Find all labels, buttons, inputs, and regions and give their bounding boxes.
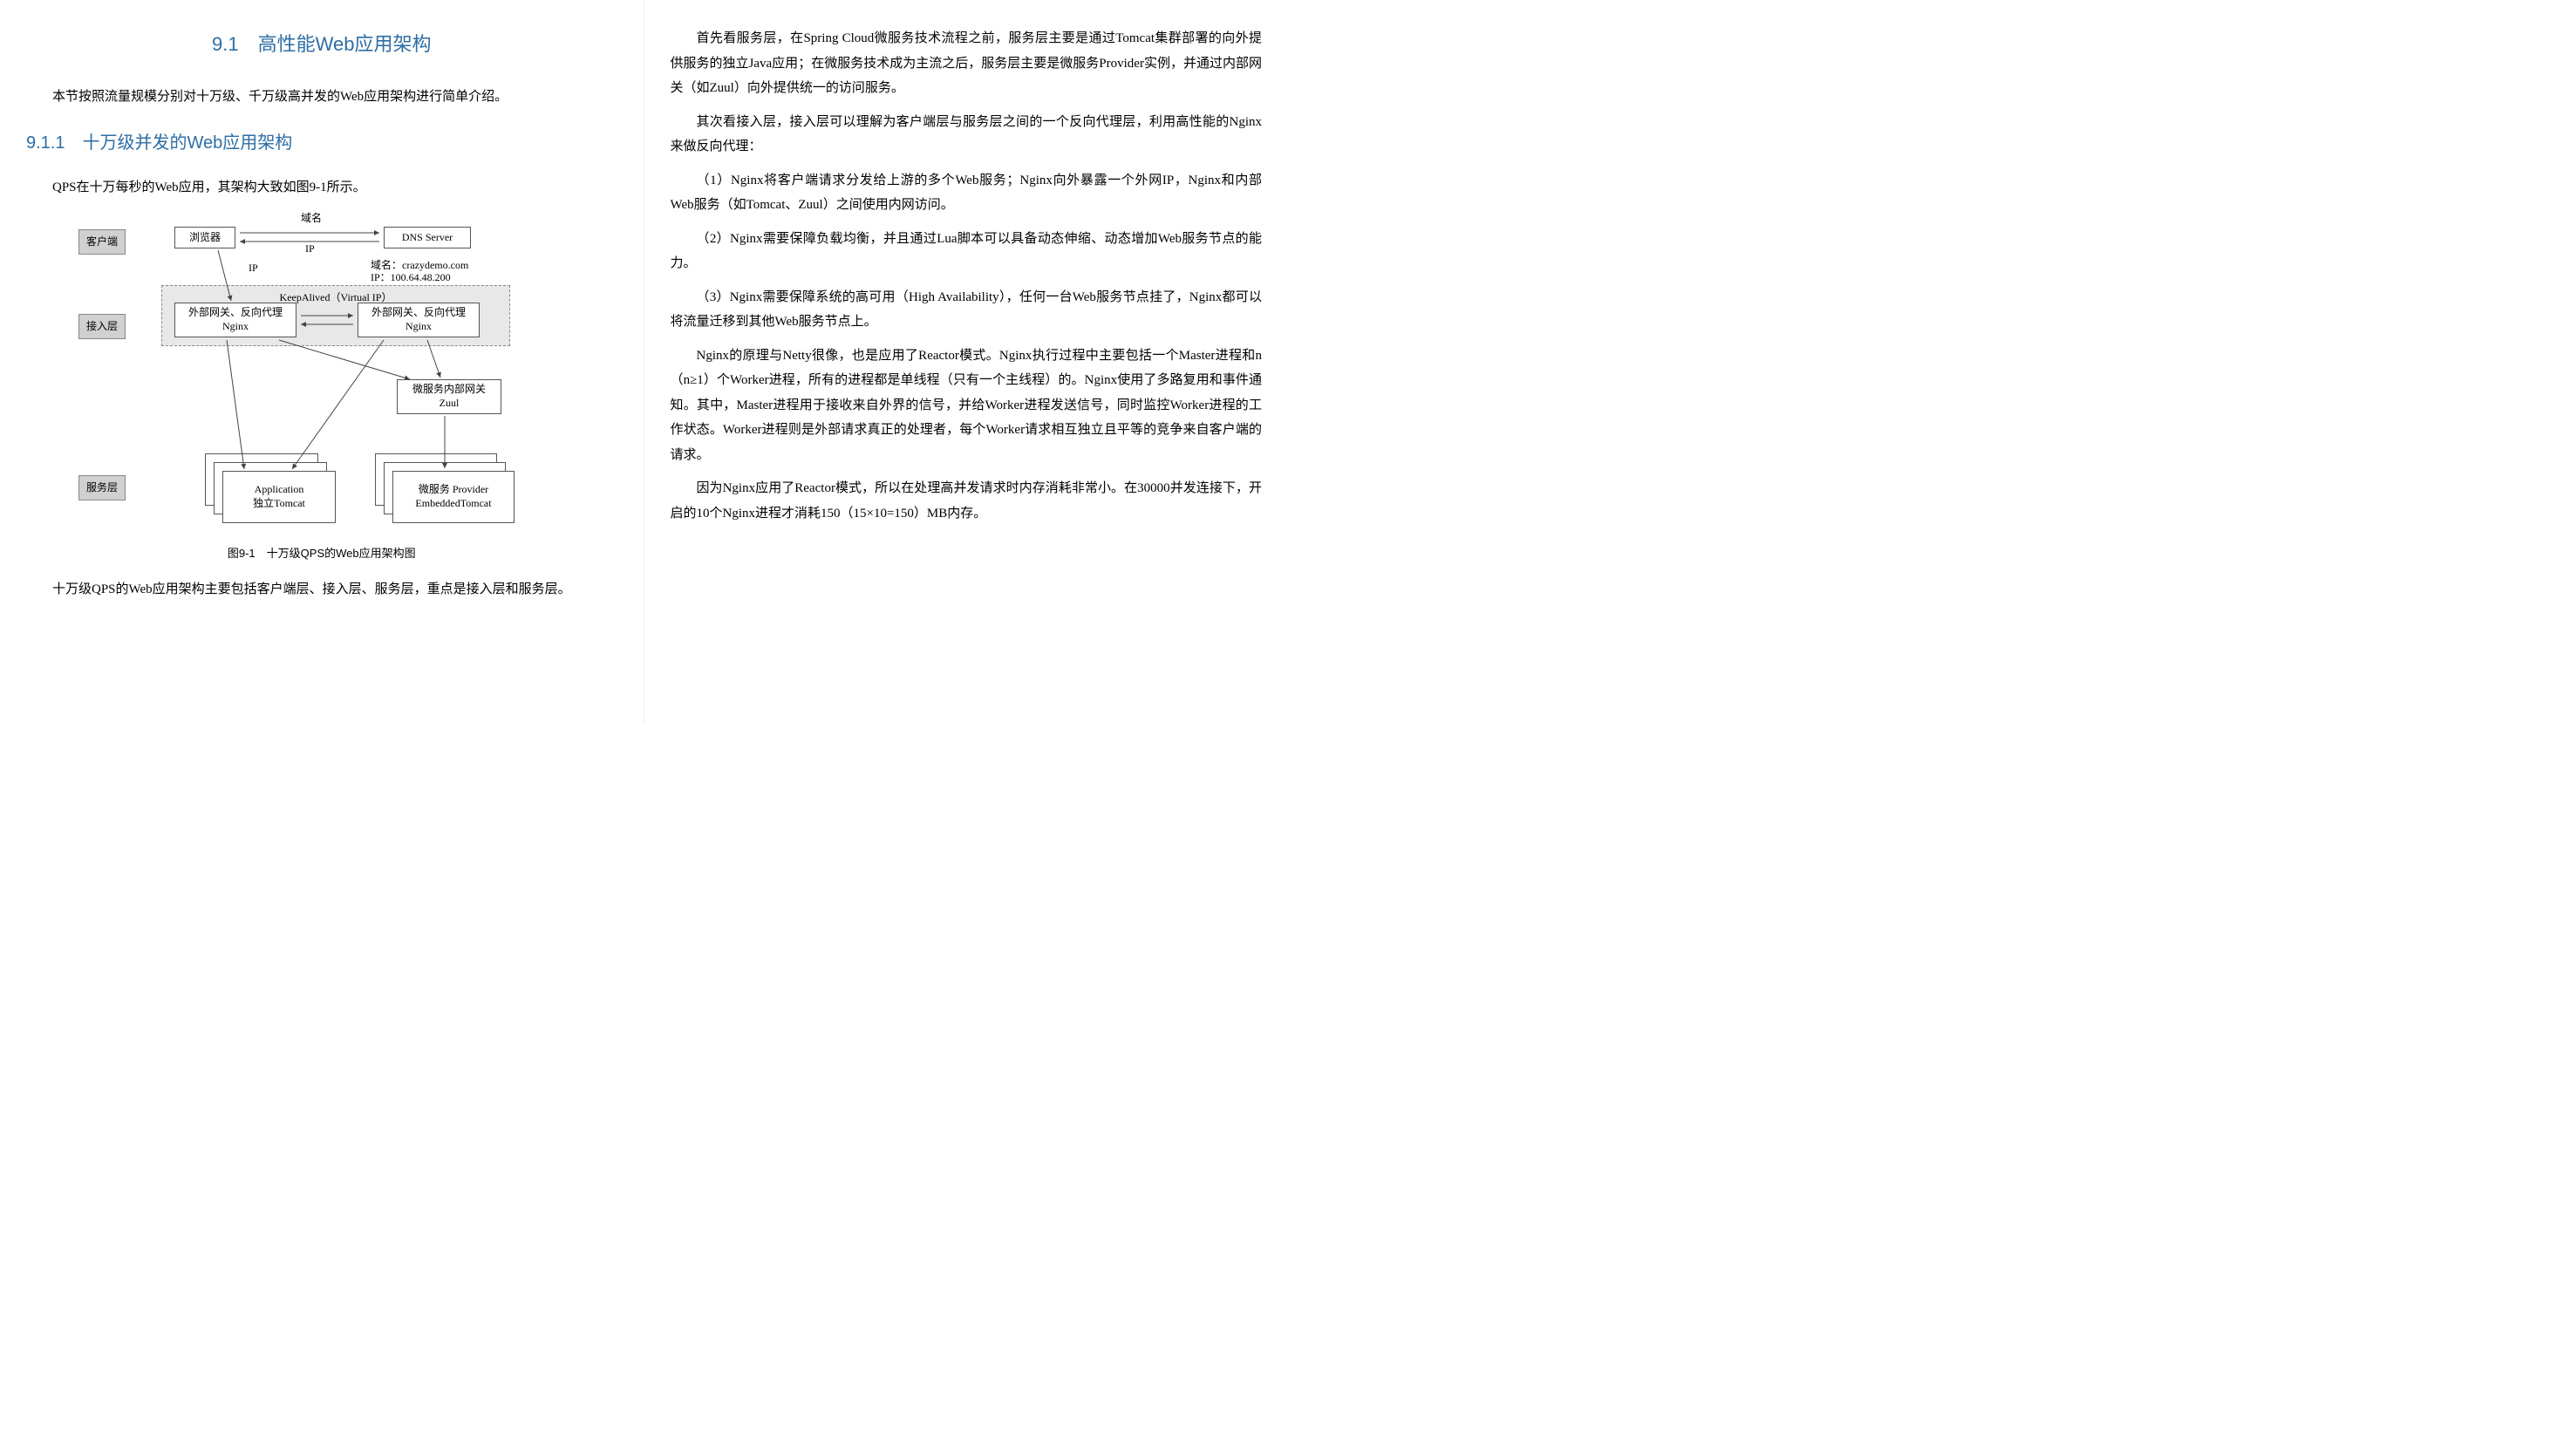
section-heading: 9.1 高性能Web应用架构 — [26, 26, 617, 63]
para-1: QPS在十万每秒的Web应用，其架构大致如图9-1所示。 — [26, 175, 617, 201]
browser-box: 浏览器 — [174, 227, 235, 248]
provider-box: 微服务 Provider EmbeddedTomcat — [392, 471, 515, 523]
architecture-diagram: 客户端 接入层 服务层 浏览器 DNS Server 域名 IP IP 域名：c… — [78, 214, 532, 536]
figure-caption: 图9-1 十万级QPS的Web应用架构图 — [26, 543, 617, 565]
left-page: 9.1 高性能Web应用架构 本节按照流量规模分别对十万级、千万级高并发的Web… — [0, 0, 644, 722]
r-para-5: （3）Nginx需要保障系统的高可用（High Availability），任何… — [671, 285, 1263, 335]
nginx-box-2: 外部网关、反向代理 Nginx — [358, 303, 480, 337]
domain-info2: IP：100.64.48.200 — [371, 271, 451, 283]
nginx-box-1: 外部网关、反向代理 Nginx — [174, 303, 296, 337]
domain-info1: 域名：crazydemo.com — [371, 259, 468, 271]
layer-client: 客户端 — [78, 229, 126, 255]
right-page: 首先看服务层，在Spring Cloud微服务技术流程之前，服务层主要是通过To… — [644, 0, 1289, 722]
r-para-3: （1）Nginx将客户端请求分发给上游的多个Web服务；Nginx向外暴露一个外… — [671, 168, 1263, 218]
zuul-box: 微服务内部网关 Zuul — [397, 379, 501, 414]
r-para-1: 首先看服务层，在Spring Cloud微服务技术流程之前，服务层主要是通过To… — [671, 26, 1263, 101]
ip-label-side: IP — [249, 262, 258, 274]
layer-service: 服务层 — [78, 475, 126, 500]
r-para-7: 因为Nginx应用了Reactor模式，所以在处理高并发请求时内存消耗非常小。在… — [671, 476, 1263, 526]
dns-box: DNS Server — [384, 227, 471, 248]
r-para-6: Nginx的原理与Netty很像，也是应用了Reactor模式。Nginx执行过… — [671, 344, 1263, 468]
para-2: 十万级QPS的Web应用架构主要包括客户端层、接入层、服务层，重点是接入层和服务… — [26, 577, 617, 602]
r-para-4: （2）Nginx需要保障负载均衡，并且通过Lua脚本可以具备动态伸缩、动态增加W… — [671, 227, 1263, 276]
app-box: Application 独立Tomcat — [222, 471, 336, 523]
ip-label-top: IP — [305, 242, 315, 255]
intro-para: 本节按照流量规模分别对十万级、千万级高并发的Web应用架构进行简单介绍。 — [26, 85, 617, 110]
layer-access: 接入层 — [78, 314, 126, 339]
r-para-2: 其次看接入层，接入层可以理解为客户端层与服务层之间的一个反向代理层，利用高性能的… — [671, 110, 1263, 160]
subsection-heading: 9.1.1 十万级并发的Web应用架构 — [26, 126, 617, 160]
domain-label: 域名 — [301, 212, 322, 224]
